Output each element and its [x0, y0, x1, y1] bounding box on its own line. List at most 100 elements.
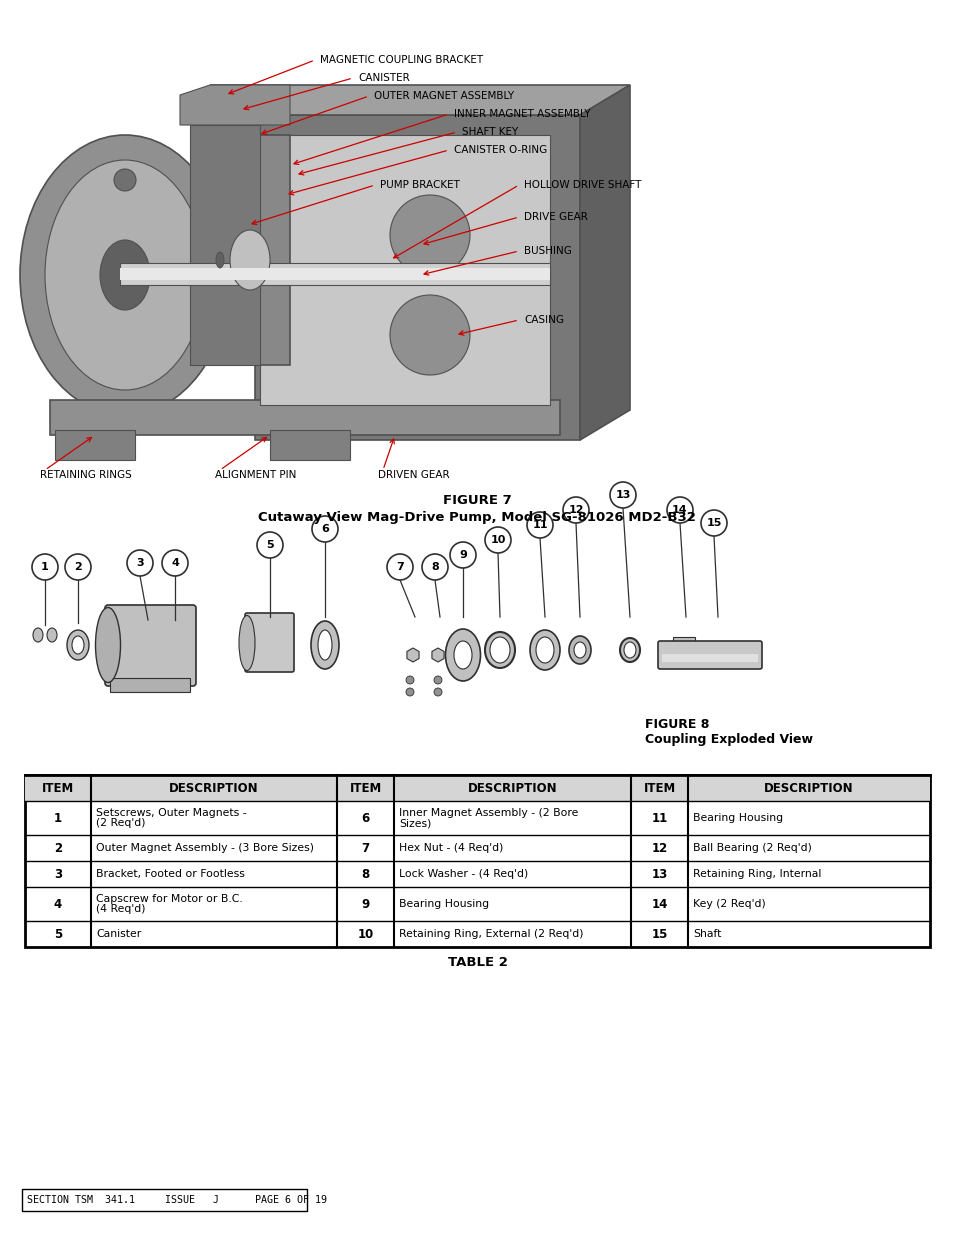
FancyBboxPatch shape — [270, 430, 350, 459]
Text: ITEM: ITEM — [643, 782, 676, 794]
Text: 8: 8 — [361, 867, 370, 881]
FancyBboxPatch shape — [110, 678, 190, 692]
Text: Hex Nut - (4 Req'd): Hex Nut - (4 Req'd) — [398, 844, 503, 853]
Text: 4: 4 — [54, 898, 62, 910]
Text: Capscrew for Motor or B.C.: Capscrew for Motor or B.C. — [96, 894, 243, 904]
FancyBboxPatch shape — [22, 1189, 307, 1212]
Text: 4: 4 — [171, 558, 179, 568]
Circle shape — [609, 482, 636, 508]
FancyBboxPatch shape — [55, 430, 135, 459]
Text: Bracket, Footed or Footless: Bracket, Footed or Footless — [96, 869, 245, 879]
Text: PUMP BRACKET: PUMP BRACKET — [379, 180, 459, 190]
Text: 8: 8 — [431, 562, 438, 572]
Ellipse shape — [20, 135, 230, 415]
Ellipse shape — [230, 230, 270, 290]
Text: 7: 7 — [395, 562, 403, 572]
Circle shape — [526, 513, 553, 538]
Text: Ball Bearing (2 Req'd): Ball Bearing (2 Req'd) — [693, 844, 811, 853]
Ellipse shape — [239, 615, 254, 671]
Text: TABLE 2: TABLE 2 — [447, 956, 507, 969]
Text: Setscrews, Outer Magnets -: Setscrews, Outer Magnets - — [96, 808, 247, 818]
Ellipse shape — [215, 252, 224, 268]
Ellipse shape — [45, 161, 205, 390]
FancyBboxPatch shape — [120, 268, 550, 280]
Ellipse shape — [47, 629, 57, 642]
Text: 2: 2 — [54, 841, 62, 855]
Ellipse shape — [490, 637, 510, 663]
Circle shape — [65, 555, 91, 580]
Circle shape — [450, 542, 476, 568]
Circle shape — [32, 555, 58, 580]
Text: (2 Req'd): (2 Req'd) — [96, 818, 146, 827]
Ellipse shape — [484, 632, 515, 668]
Circle shape — [312, 516, 337, 542]
Ellipse shape — [317, 630, 332, 659]
Circle shape — [484, 527, 511, 553]
Text: CANISTER: CANISTER — [357, 73, 410, 83]
Text: 13: 13 — [651, 867, 667, 881]
Ellipse shape — [71, 636, 84, 655]
Polygon shape — [180, 85, 290, 125]
Polygon shape — [50, 400, 559, 435]
Ellipse shape — [390, 295, 470, 375]
FancyBboxPatch shape — [661, 655, 758, 662]
Text: 7: 7 — [361, 841, 370, 855]
Text: BUSHING: BUSHING — [523, 246, 571, 256]
Ellipse shape — [454, 641, 472, 669]
Text: Shaft: Shaft — [693, 929, 721, 939]
Text: Retaining Ring, External (2 Req'd): Retaining Ring, External (2 Req'd) — [398, 929, 583, 939]
Ellipse shape — [33, 629, 43, 642]
Text: (4 Req'd): (4 Req'd) — [96, 904, 146, 914]
FancyBboxPatch shape — [120, 263, 550, 285]
Polygon shape — [260, 135, 550, 405]
Ellipse shape — [445, 629, 480, 680]
Text: 12: 12 — [651, 841, 667, 855]
Text: CANISTER O-RING: CANISTER O-RING — [454, 144, 547, 156]
Circle shape — [562, 496, 588, 522]
Polygon shape — [210, 85, 629, 115]
Text: Coupling Exploded View: Coupling Exploded View — [644, 734, 812, 746]
FancyBboxPatch shape — [245, 613, 294, 672]
FancyBboxPatch shape — [658, 641, 761, 669]
Ellipse shape — [619, 638, 639, 662]
Text: 12: 12 — [568, 505, 583, 515]
Text: 3: 3 — [54, 867, 62, 881]
Ellipse shape — [623, 642, 636, 658]
FancyBboxPatch shape — [25, 776, 929, 802]
Text: Retaining Ring, Internal: Retaining Ring, Internal — [693, 869, 821, 879]
Text: SECTION TSM  341.1     ISSUE   J      PAGE 6 OF 19: SECTION TSM 341.1 ISSUE J PAGE 6 OF 19 — [27, 1195, 327, 1205]
Polygon shape — [210, 135, 290, 366]
Text: CASING: CASING — [523, 315, 563, 325]
Text: 14: 14 — [651, 898, 667, 910]
Text: 15: 15 — [651, 927, 667, 941]
Text: ALIGNMENT PIN: ALIGNMENT PIN — [214, 471, 296, 480]
Text: Canister: Canister — [96, 929, 141, 939]
Ellipse shape — [113, 169, 136, 191]
Text: Outer Magnet Assembly - (3 Bore Sizes): Outer Magnet Assembly - (3 Bore Sizes) — [96, 844, 314, 853]
Text: DESCRIPTION: DESCRIPTION — [763, 782, 853, 794]
Text: DESCRIPTION: DESCRIPTION — [468, 782, 557, 794]
Circle shape — [666, 496, 692, 522]
Text: FIGURE 7: FIGURE 7 — [442, 494, 511, 506]
Text: 11: 11 — [532, 520, 547, 530]
Circle shape — [434, 676, 441, 684]
Circle shape — [387, 555, 413, 580]
Text: DESCRIPTION: DESCRIPTION — [169, 782, 258, 794]
Text: 11: 11 — [651, 811, 667, 825]
Text: 2: 2 — [74, 562, 82, 572]
Text: 15: 15 — [705, 517, 720, 529]
Text: 6: 6 — [361, 811, 370, 825]
Text: DRIVEN GEAR: DRIVEN GEAR — [377, 471, 449, 480]
Text: OUTER MAGNET ASSEMBLY: OUTER MAGNET ASSEMBLY — [374, 91, 514, 101]
Circle shape — [434, 688, 441, 697]
Circle shape — [406, 676, 414, 684]
Text: FIGURE 8: FIGURE 8 — [644, 719, 709, 731]
Text: Bearing Housing: Bearing Housing — [693, 813, 782, 823]
Text: HOLLOW DRIVE SHAFT: HOLLOW DRIVE SHAFT — [523, 180, 640, 190]
Polygon shape — [579, 85, 629, 440]
Text: Inner Magnet Assembly - (2 Bore: Inner Magnet Assembly - (2 Bore — [398, 808, 578, 818]
Text: 3: 3 — [136, 558, 144, 568]
Polygon shape — [254, 115, 579, 440]
Ellipse shape — [536, 637, 554, 663]
Circle shape — [421, 555, 448, 580]
